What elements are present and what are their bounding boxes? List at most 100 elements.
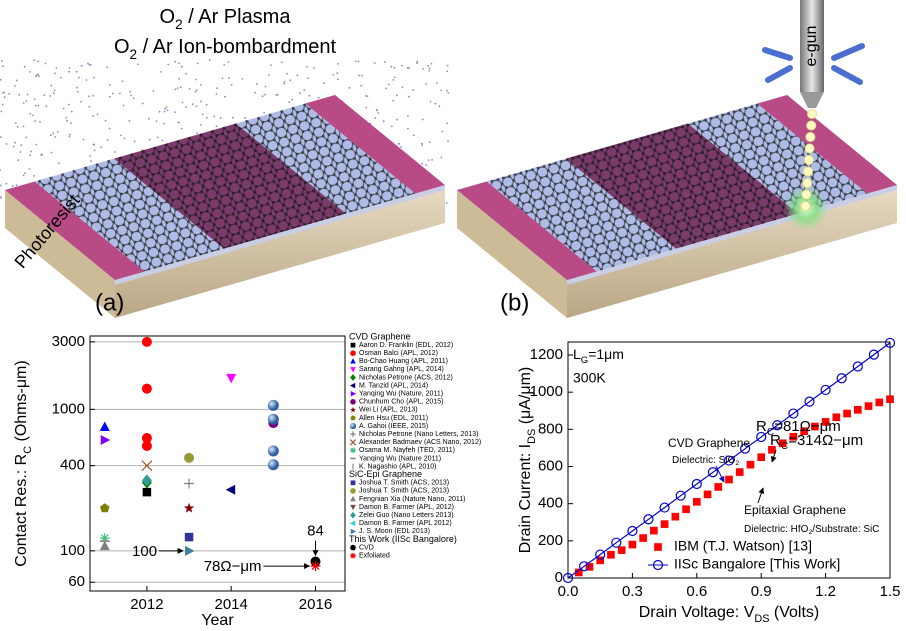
plasma-particle	[167, 63, 170, 66]
plasma-particle	[16, 126, 19, 128]
plasma-particle	[89, 64, 92, 66]
plasma-particle	[25, 100, 28, 102]
data-point	[692, 497, 701, 506]
plasma-particle	[37, 105, 40, 107]
plasma-particle	[37, 73, 39, 76]
graphene-lattice	[486, 158, 676, 272]
data-point	[659, 502, 670, 513]
legend-marker	[350, 480, 356, 486]
data-point	[267, 459, 279, 471]
data-point	[562, 572, 574, 584]
legend-label: Nicholas Petrone (ACS, 2012)	[359, 374, 453, 381]
plasma-particle	[1, 103, 4, 106]
plasma-particle	[440, 89, 443, 92]
plasma-particle	[270, 64, 272, 66]
text-part: Drain Voltage: V	[639, 604, 755, 621]
plasma-particle	[122, 104, 125, 107]
y-tick-label: 100	[60, 542, 85, 559]
plasma-particle	[155, 120, 158, 122]
annotation: RC=81Ω−μm	[756, 418, 841, 438]
data-point	[788, 408, 799, 419]
legend-label: J. S. Moon (EDL 2013)	[359, 528, 430, 535]
data-point	[739, 443, 751, 454]
legend-group-title: This Work (IISc Bangalore)	[349, 534, 457, 544]
data-point	[578, 561, 590, 572]
legend-label: Aaron D. Franklin (EDL, 2012)	[359, 342, 453, 349]
data-point	[141, 433, 152, 444]
plasma-particle	[376, 109, 378, 112]
plasma-particle	[12, 145, 15, 148]
y-tick-label: 1000	[52, 400, 85, 417]
plasma-particle	[421, 118, 424, 121]
plasma-particle	[26, 93, 29, 96]
plasma-particle	[179, 86, 182, 89]
plasma-particle	[88, 63, 91, 66]
plasma-particle	[228, 77, 230, 80]
plasma-particle	[185, 106, 187, 109]
plasma-particle	[408, 67, 410, 70]
data-point	[611, 537, 622, 548]
plasma-particle	[33, 98, 36, 101]
y-axis-title: Drain Current: IDS (μA/μm)	[517, 367, 538, 553]
plasma-particle	[283, 82, 285, 85]
plasma-particle	[299, 92, 301, 95]
y-tick-label: 0	[555, 569, 563, 586]
annotation: RC=314Ω−μm	[770, 432, 863, 452]
text-part: Dielectric: SiO	[672, 455, 736, 466]
plasma-particle	[289, 79, 292, 82]
legend-label: Joshua T. Smith (ACS, 2013)	[359, 488, 449, 495]
plasma-particle	[393, 76, 396, 79]
y-tick-label: 600	[538, 457, 563, 474]
plasma-particle	[67, 103, 70, 106]
legend-label: Allen Hsu (EDL, 2011)	[359, 415, 428, 422]
plasma-particle	[92, 143, 95, 146]
plasma-particle	[281, 61, 283, 64]
plasma-particle	[50, 84, 53, 87]
legend-label: Osama M. Nayfeh (TED, 2011)	[359, 447, 455, 454]
data-point	[735, 468, 744, 476]
plasma-particle	[241, 78, 244, 80]
plasma-particle	[92, 94, 95, 97]
plasma-particle	[141, 102, 144, 105]
plasma-particle	[441, 130, 444, 133]
plasma-particle	[11, 185, 14, 188]
annotation-arrow	[715, 465, 725, 483]
plasma-particle	[109, 95, 111, 98]
plasma-particle	[52, 132, 55, 135]
plasma-particle	[219, 117, 222, 119]
plasma-particle	[77, 76, 80, 79]
text-part: =1μm	[588, 346, 624, 362]
plasma-particle	[148, 138, 151, 141]
plasma-particle	[137, 63, 139, 66]
egun-label: e-gun	[803, 26, 820, 67]
plasma-particle	[60, 76, 62, 79]
plasma-particle	[68, 135, 71, 138]
y-tick-label: 3000	[52, 333, 85, 350]
plasma-particle	[254, 91, 257, 94]
plasma-particle	[133, 140, 136, 143]
plasma-particle	[90, 160, 92, 163]
data-point	[660, 520, 669, 528]
plasma-particle	[54, 72, 56, 75]
panel-label: (b)	[500, 289, 529, 316]
data-point	[832, 413, 841, 422]
data-point	[628, 540, 637, 549]
data-point	[682, 505, 690, 514]
plasma-particle	[121, 80, 124, 83]
plasma-particle	[123, 137, 126, 140]
legend-label: M. Tanzid (APL, 2014)	[359, 382, 428, 389]
plasma-particle	[421, 162, 424, 165]
plasma-particle	[407, 127, 409, 130]
legend-marker	[350, 544, 356, 551]
plasma-particle	[0, 184, 2, 187]
data-point	[821, 418, 830, 426]
plasma-particle	[400, 146, 402, 148]
legend-marker	[349, 439, 357, 446]
plasma-particle	[22, 125, 25, 128]
plasma-particle	[392, 99, 395, 102]
data-point	[617, 546, 626, 554]
legend-marker	[654, 543, 662, 551]
data-point	[853, 406, 862, 414]
plasma-particle	[227, 61, 230, 63]
